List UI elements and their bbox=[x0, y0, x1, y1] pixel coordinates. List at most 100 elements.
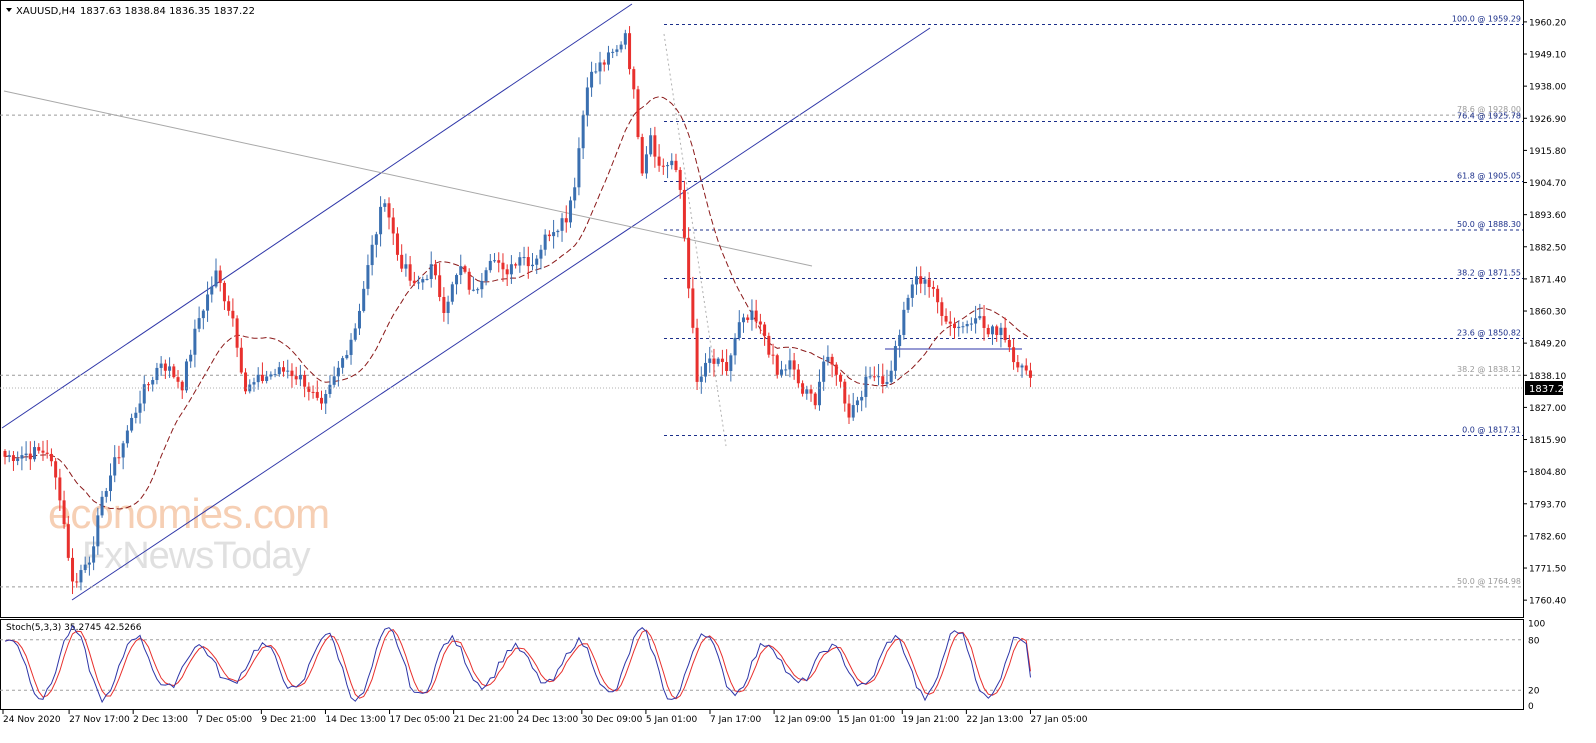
price-tick-label: 1815.90 bbox=[1529, 436, 1566, 446]
candle-body bbox=[214, 270, 218, 287]
candle-body bbox=[282, 367, 286, 372]
candle-body bbox=[298, 374, 302, 380]
candle-body bbox=[7, 455, 11, 457]
price-tick-label: 1771.50 bbox=[1529, 565, 1566, 575]
candle-body bbox=[341, 358, 345, 368]
candle-body bbox=[476, 289, 480, 291]
candle-body bbox=[336, 367, 340, 377]
channel-upper-line[interactable] bbox=[1, 3, 633, 429]
candle-body bbox=[163, 363, 167, 371]
candle-body bbox=[28, 453, 32, 460]
candle-body bbox=[58, 477, 62, 501]
candle-body bbox=[577, 148, 581, 188]
candle-body bbox=[666, 165, 670, 167]
stoch-tick-label: 80 bbox=[1528, 636, 1540, 646]
candle-body bbox=[387, 203, 391, 218]
candle-body bbox=[623, 33, 627, 45]
candle-body bbox=[644, 154, 648, 174]
price-panel-frame bbox=[0, 0, 1524, 618]
candle-body bbox=[11, 455, 15, 462]
candle-body bbox=[855, 400, 859, 406]
candle-body bbox=[779, 369, 783, 375]
candle-body bbox=[573, 187, 577, 201]
candle-body bbox=[872, 376, 876, 378]
current-price-label: 1837.22 bbox=[1529, 384, 1570, 395]
time-tick-label: 24 Dec 13:00 bbox=[518, 715, 579, 725]
candle-body bbox=[687, 237, 691, 289]
candle-body bbox=[657, 156, 661, 166]
candle-body bbox=[379, 206, 383, 235]
candle-body bbox=[370, 244, 374, 266]
candle-body bbox=[425, 278, 429, 280]
candle-body bbox=[556, 230, 560, 233]
candle-body bbox=[455, 275, 459, 285]
candle-body bbox=[737, 322, 741, 338]
candle-body bbox=[488, 260, 492, 271]
candle-body bbox=[615, 49, 619, 52]
symbol-label: XAUUSD,H4 bbox=[16, 6, 75, 17]
candle-body bbox=[813, 393, 817, 406]
candle-body bbox=[535, 258, 539, 265]
candles bbox=[3, 26, 1032, 595]
time-tick-label: 24 Nov 2020 bbox=[3, 715, 61, 725]
stochastic-panel-frame bbox=[0, 619, 1524, 710]
candle-body bbox=[590, 71, 594, 88]
candle-body bbox=[353, 328, 357, 340]
channel-lower-line[interactable] bbox=[71, 27, 931, 601]
chevron-down-icon[interactable] bbox=[6, 8, 12, 12]
candle-body bbox=[471, 289, 475, 291]
candle-body bbox=[16, 458, 20, 462]
current-price-tag: 1837.22 bbox=[0, 381, 1570, 395]
candle-body bbox=[834, 364, 838, 375]
candle-body bbox=[239, 347, 243, 373]
candle-body bbox=[104, 491, 108, 497]
watermark: economies.com FxNewsToday bbox=[48, 490, 330, 577]
price-tick-label: 1893.60 bbox=[1529, 211, 1566, 221]
candle-body bbox=[898, 334, 902, 347]
candle-body bbox=[518, 257, 522, 266]
candle-body bbox=[96, 515, 100, 547]
candle-body bbox=[404, 264, 408, 269]
candle-body bbox=[670, 160, 674, 166]
candle-body bbox=[168, 366, 172, 371]
candle-body bbox=[459, 266, 463, 276]
candle-body bbox=[695, 327, 699, 382]
trendline-descending[interactable] bbox=[3, 90, 813, 267]
candle-body bbox=[881, 376, 885, 385]
candle-body bbox=[704, 362, 708, 377]
candle-body bbox=[400, 254, 404, 269]
candle-body bbox=[805, 389, 809, 394]
candle-body bbox=[269, 374, 273, 377]
candle-body bbox=[995, 326, 999, 335]
candle-body bbox=[438, 275, 442, 297]
candle-body bbox=[965, 323, 969, 327]
candle-body bbox=[822, 361, 826, 382]
candle-body bbox=[222, 282, 226, 302]
candle-body bbox=[273, 374, 277, 376]
candle-body bbox=[531, 264, 534, 267]
candle-body bbox=[113, 457, 117, 476]
price-tick-label: 1860.30 bbox=[1529, 308, 1566, 318]
candle-body bbox=[83, 564, 87, 571]
price-tick-label: 1838.10 bbox=[1529, 372, 1566, 382]
candle-body bbox=[463, 266, 467, 272]
candle-body bbox=[315, 391, 319, 398]
price-tick-label: 1849.20 bbox=[1529, 340, 1566, 350]
candle-body bbox=[193, 328, 197, 355]
candle-body bbox=[708, 358, 712, 363]
candle-body bbox=[1016, 362, 1020, 368]
candle-body bbox=[45, 452, 49, 454]
candle-body bbox=[539, 249, 543, 259]
candle-body bbox=[480, 280, 484, 290]
candle-body bbox=[109, 475, 112, 492]
candle-body bbox=[990, 326, 994, 335]
candle-body bbox=[547, 234, 551, 237]
price-tick-label: 1904.70 bbox=[1529, 179, 1566, 189]
candle-body bbox=[1028, 370, 1032, 378]
candle-body bbox=[408, 264, 412, 281]
candle-body bbox=[526, 257, 530, 267]
time-tick-label: 14 Dec 13:00 bbox=[325, 715, 386, 725]
candle-body bbox=[771, 354, 775, 356]
price-tick-label: 1938.00 bbox=[1529, 83, 1566, 93]
